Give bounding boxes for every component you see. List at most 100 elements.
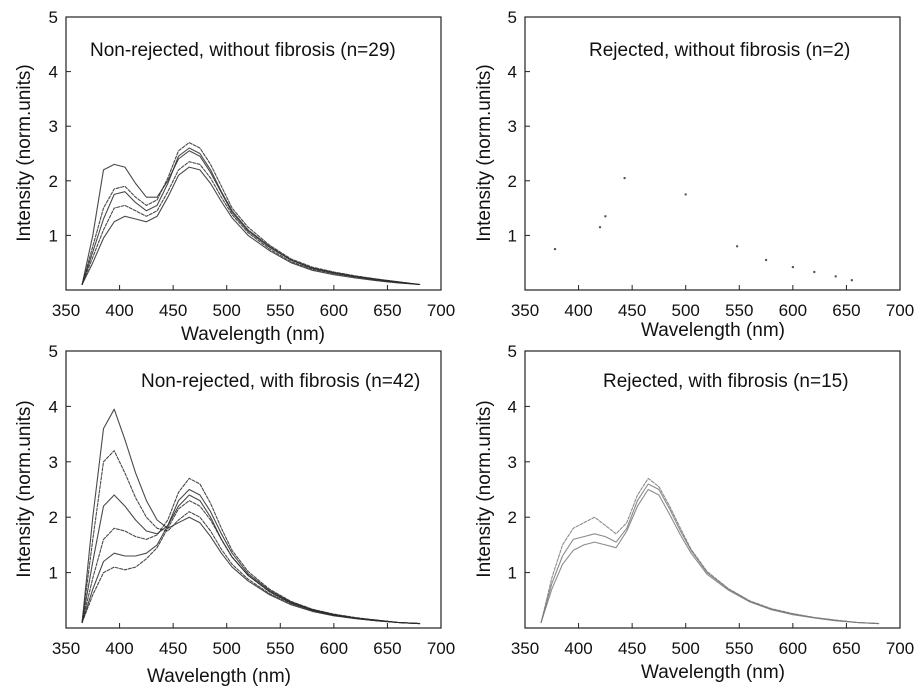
plot-frame — [524, 16, 901, 291]
series-line-3 — [540, 488, 880, 625]
axis-ticks: 350 400 450 500 550 600 650 700 1 2 3 4 5 — [49, 342, 456, 658]
data-lines — [81, 408, 421, 625]
x-tick-label: 600 — [320, 301, 348, 320]
data-point-9 — [813, 270, 816, 274]
x-axis-label: Wavelength (nm) — [181, 324, 325, 345]
data-lines — [540, 477, 880, 625]
y-axis-label: Intensity (norm.units) — [14, 400, 35, 577]
plot-frame — [65, 16, 442, 291]
y-tick-label: 3 — [49, 117, 58, 136]
y-tick-label: 2 — [508, 508, 517, 527]
x-tick-label: 550 — [266, 301, 294, 320]
axis-ticks: 350 400 450 500 550 600 650 700 1 2 3 4 5 — [508, 342, 915, 658]
panel-title: Rejected, without fibrosis (n=2) — [589, 40, 850, 61]
chart-panel-non-rejected-without-fibrosis: 350 400 450 500 550 600 650 700 1 2 3 4 5 Non-reject… — [14, 8, 455, 345]
x-tick-label: 550 — [266, 639, 294, 658]
data-point-7 — [764, 258, 768, 262]
y-tick-label: 1 — [49, 226, 58, 245]
x-tick-label: 450 — [159, 301, 187, 320]
x-tick-label: 400 — [564, 301, 592, 320]
data-point-2 — [598, 226, 602, 229]
x-tick-label: 700 — [427, 301, 455, 320]
axis-ticks: 350 400 450 500 550 600 650 700 1 2 3 4 5 — [508, 8, 915, 320]
x-axis-label: Wavelength (nm) — [641, 662, 785, 683]
series-line-1 — [540, 483, 880, 625]
x-tick-label: 600 — [320, 639, 348, 658]
data-point-5 — [684, 193, 687, 196]
x-tick-label: 700 — [427, 639, 455, 658]
x-tick-label: 650 — [373, 301, 401, 320]
y-tick-label: 3 — [508, 117, 517, 136]
data-lines — [81, 142, 421, 286]
y-axis-label: Intensity (norm.units) — [474, 64, 495, 241]
series-line-2 — [81, 161, 421, 286]
x-tick-label: 500 — [672, 301, 700, 320]
y-tick-label: 4 — [508, 63, 517, 82]
y-tick-label: 2 — [508, 172, 517, 191]
x-tick-label: 700 — [886, 301, 914, 320]
y-tick-label: 3 — [508, 453, 517, 472]
x-tick-label: 650 — [832, 639, 860, 658]
data-point-1 — [553, 247, 557, 251]
y-tick-label: 5 — [49, 342, 58, 361]
y-axis-label: Intensity (norm.units) — [474, 400, 495, 577]
chart-panel-rejected-without-fibrosis: 350 400 450 500 550 600 650 700 1 2 3 4 5 Rejected, … — [474, 8, 914, 341]
data-point-10 — [834, 275, 837, 278]
x-tick-label: 650 — [373, 639, 401, 658]
data-point-4 — [623, 176, 626, 180]
x-tick-label: 350 — [511, 639, 539, 658]
y-tick-label: 5 — [508, 8, 517, 27]
x-tick-label: 350 — [511, 301, 539, 320]
x-tick-label: 500 — [213, 639, 241, 658]
panel-title: Non-rejected, without fibrosis (n=29) — [90, 40, 396, 61]
series-line-1 — [81, 147, 421, 286]
data-point-11 — [850, 279, 853, 282]
x-axis-label: Wavelength (nm) — [147, 666, 291, 687]
chart-panel-rejected-with-fibrosis: 350 400 450 500 550 600 650 700 1 2 3 4 5 Rejected, … — [474, 342, 914, 683]
y-axis-label: Intensity (norm.units) — [14, 64, 35, 241]
panel-title: Rejected, with fibrosis (n=15) — [603, 371, 849, 392]
series-line-2 — [81, 450, 421, 625]
x-tick-label: 700 — [886, 639, 914, 658]
y-tick-label: 5 — [49, 8, 58, 27]
y-tick-label: 1 — [508, 564, 517, 583]
x-tick-label: 450 — [159, 639, 187, 658]
plot-frame — [524, 350, 901, 629]
x-tick-label: 500 — [672, 639, 700, 658]
axis-ticks: 350 400 450 500 550 600 650 700 1 2 3 4 5 — [49, 8, 456, 320]
x-tick-label: 450 — [618, 301, 646, 320]
y-tick-label: 4 — [508, 397, 517, 416]
series-line-4 — [81, 477, 421, 625]
series-line-5 — [81, 488, 421, 625]
x-tick-label: 400 — [564, 639, 592, 658]
series-line-2 — [540, 477, 880, 625]
x-tick-label: 600 — [779, 301, 807, 320]
y-tick-label: 2 — [49, 172, 58, 191]
series-line-5 — [81, 150, 421, 286]
data-point-3 — [604, 215, 607, 218]
data-point-6 — [735, 245, 739, 248]
y-tick-label: 4 — [49, 63, 58, 82]
data-points — [553, 176, 853, 282]
x-axis-label: Wavelength (nm) — [641, 320, 785, 341]
y-tick-label: 4 — [49, 397, 58, 416]
x-tick-label: 500 — [213, 301, 241, 320]
series-line-6 — [81, 500, 421, 625]
x-tick-label: 450 — [618, 639, 646, 658]
y-tick-label: 1 — [49, 564, 58, 583]
y-tick-label: 2 — [49, 508, 58, 527]
x-tick-label: 350 — [52, 301, 80, 320]
series-line-3 — [81, 166, 421, 286]
x-tick-label: 600 — [779, 639, 807, 658]
series-line-4 — [81, 142, 421, 286]
data-point-8 — [791, 265, 795, 269]
x-tick-label: 550 — [725, 639, 753, 658]
panel-title: Non-rejected, with fibrosis (n=42) — [141, 371, 420, 392]
x-tick-label: 650 — [832, 301, 860, 320]
y-tick-label: 1 — [508, 226, 517, 245]
series-line-3 — [81, 494, 421, 625]
chart-panel-non-rejected-with-fibrosis: 350 400 450 500 550 600 650 700 1 2 3 4 5 Non-reject… — [14, 342, 455, 687]
y-tick-label: 5 — [508, 342, 517, 361]
x-tick-label: 550 — [725, 301, 753, 320]
